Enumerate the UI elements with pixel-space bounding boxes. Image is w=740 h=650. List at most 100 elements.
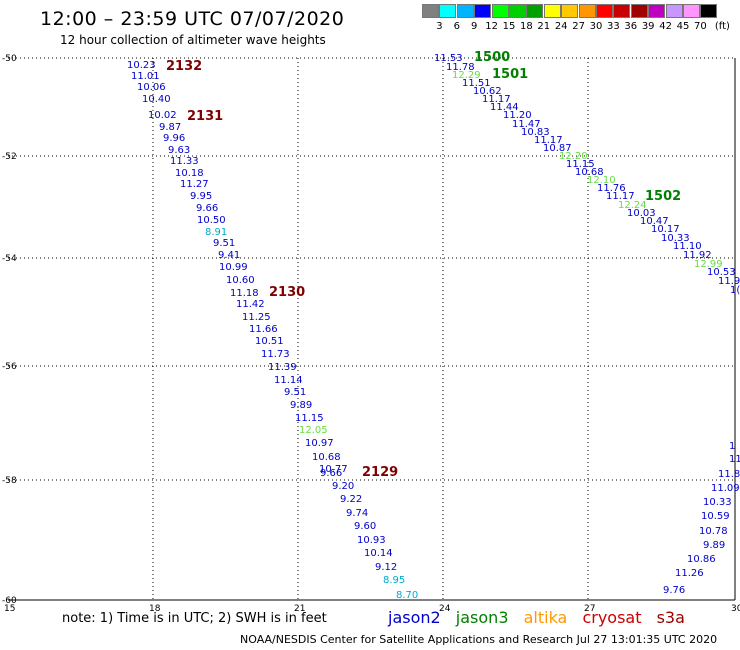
map-grid <box>8 57 736 601</box>
wave-height-value: 11.18 <box>230 288 259 299</box>
wave-height-value: 10.59 <box>701 511 730 522</box>
wave-height-value: 11.47 <box>512 119 541 130</box>
wave-height-value: 12.05 <box>299 425 328 436</box>
latitude-label: -58 <box>2 476 17 486</box>
legend-label: 30 <box>589 21 603 32</box>
revolution-label: 2131 <box>187 109 223 124</box>
legend-label: 12 <box>485 21 498 32</box>
wave-height-value: 10.53 <box>707 267 736 278</box>
wave-height-value: 11.01 <box>131 71 160 82</box>
wave-height-value: 10.40 <box>142 94 171 105</box>
legend-swatch <box>683 4 700 18</box>
revolution-label: 1500 <box>474 50 510 65</box>
legend-swatch <box>700 4 718 18</box>
wave-height-value: 9.60 <box>354 521 376 532</box>
legend-label: 42 <box>659 21 672 32</box>
wave-height-value: 11.27 <box>180 179 209 190</box>
wave-height-value: 11.8 <box>718 469 740 480</box>
legend-label: 24 <box>554 21 568 32</box>
wave-height-value: 9.20 <box>332 481 354 492</box>
wave-height-value: 11.14 <box>274 375 303 386</box>
wave-height-value: 11 <box>729 454 740 465</box>
legend-swatch <box>509 4 526 18</box>
wave-height-value: 11.9 <box>718 276 740 287</box>
wave-height-values: 10.2311.0110.0610.4010.029.879.969.6311.… <box>127 53 740 601</box>
longitude-label: 21 <box>294 604 305 614</box>
wave-height-value: 11.76 <box>597 183 626 194</box>
longitude-label: 18 <box>149 604 161 614</box>
wave-height-value: 10.86 <box>687 554 716 565</box>
wave-height-value: 11.17 <box>534 135 563 146</box>
wave-height-value: 10.14 <box>364 548 393 559</box>
wave-height-value: 10.93 <box>357 535 386 546</box>
wave-height-value: 8.95 <box>383 575 405 586</box>
wave-height-value: 11.44 <box>490 102 519 113</box>
legend-label: 15 <box>502 21 516 32</box>
wave-height-value: 10.17 <box>651 224 680 235</box>
wave-height-value: 10.06 <box>137 82 166 93</box>
legend-label: 36 <box>624 21 638 32</box>
legend-swatch <box>422 4 439 18</box>
wave-height-value: 10.68 <box>575 167 604 178</box>
wave-height-value: 12.99 <box>694 259 723 270</box>
legend-label: 45 <box>676 21 690 32</box>
legend-swatch <box>474 4 492 18</box>
latitude-label: -56 <box>2 362 17 372</box>
wave-height-value: 10.83 <box>521 127 550 138</box>
wave-height-value: 11.78 <box>446 62 475 73</box>
wave-height-value: 10.33 <box>703 497 732 508</box>
wave-height-value: 10.87 <box>543 143 572 154</box>
wave-height-value: 11.25 <box>242 312 271 323</box>
credit-line: NOAA/NESDIS Center for Satellite Applica… <box>240 633 718 646</box>
wave-height-value: 9.87 <box>159 122 181 133</box>
wave-height-value: 10.03 <box>627 208 656 219</box>
legend-label: 6 <box>453 21 460 32</box>
wave-height-value: 11.53 <box>434 53 463 64</box>
wave-height-value: 9.89 <box>703 540 725 551</box>
legend-label: 70 <box>694 21 707 32</box>
wave-height-value: 1( <box>730 285 740 296</box>
revolution-label: 2130 <box>269 285 305 300</box>
wave-height-value: 11.51 <box>462 78 491 89</box>
longitude-label: 24 <box>439 604 451 614</box>
latitude-label: -54 <box>2 254 17 264</box>
wave-height-value: 9.66 <box>320 468 342 479</box>
wave-height-value: 9.12 <box>375 562 397 573</box>
wave-height-value: 10.33 <box>661 233 690 244</box>
legend-swatch <box>630 4 648 18</box>
wave-height-value: 9.63 <box>168 145 190 156</box>
latitude-label: -52 <box>2 152 17 162</box>
legend-label: 3 <box>436 21 443 32</box>
wave-height-value: 11.10 <box>673 241 702 252</box>
revolution-label: 1502 <box>645 189 681 204</box>
legend-label: 33 <box>607 21 620 32</box>
wave-height-value: 9.51 <box>213 238 235 249</box>
satellite-legend: jason2 jason3 altika cryosat s3a <box>388 608 695 627</box>
wave-height-value: 10.77 <box>319 464 348 475</box>
legend-swatch <box>526 4 544 18</box>
legend-swatch <box>439 4 457 18</box>
wave-height-value: 11.66 <box>249 324 278 335</box>
wave-height-value: 12.10 <box>587 175 616 186</box>
wave-height-value: 10.18 <box>175 168 204 179</box>
wave-height-value: 8.70 <box>396 590 418 601</box>
wave-height-value: 11.26 <box>675 568 704 579</box>
legend-jason2: jason2 <box>388 608 441 627</box>
wave-height-value: 11.42 <box>236 299 265 310</box>
wave-height-value: 10.97 <box>305 438 334 449</box>
legend-jason3: jason3 <box>455 608 509 627</box>
legend-swatch <box>561 4 579 18</box>
wave-height-value: 11.17 <box>482 94 511 105</box>
wave-height-value: 10.47 <box>640 216 669 227</box>
legend-swatch <box>543 4 561 18</box>
legend-swatch <box>613 4 631 18</box>
page-subtitle: 12 hour collection of altimeter wave hei… <box>60 33 326 47</box>
legend-swatch <box>648 4 666 18</box>
wave-height-value: 11.09 <box>711 483 740 494</box>
map-axes: 15 18 21 24 27 30 -50 -52 -54 -56 -58 -60 <box>2 54 740 614</box>
wave-height-value: 11.20 <box>503 110 532 121</box>
wave-height-value: 11.92 <box>683 250 712 261</box>
wave-height-value: 9.74 <box>346 508 368 519</box>
wave-height-value: 12.24 <box>618 200 647 211</box>
legend-label: 21 <box>537 21 551 32</box>
